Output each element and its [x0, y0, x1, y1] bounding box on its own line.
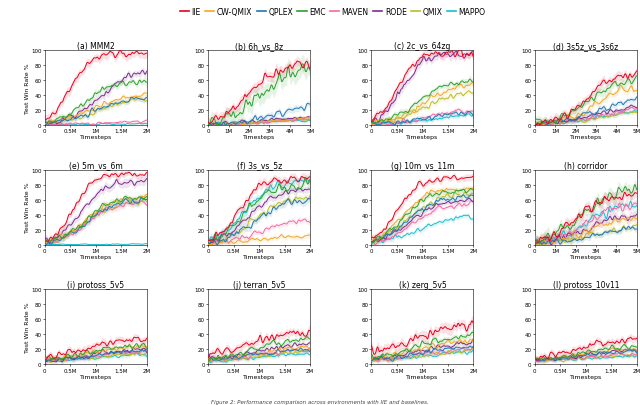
X-axis label: Timesteps: Timesteps: [243, 135, 275, 140]
X-axis label: Timesteps: Timesteps: [570, 135, 602, 140]
X-axis label: Timesteps: Timesteps: [570, 374, 602, 379]
Title: (l) protoss_10v11: (l) protoss_10v11: [552, 281, 619, 290]
Title: (i) protoss_5v5: (i) protoss_5v5: [67, 281, 124, 290]
X-axis label: Timesteps: Timesteps: [80, 135, 112, 140]
X-axis label: Timesteps: Timesteps: [243, 374, 275, 379]
Title: (f) 3s_vs_5z: (f) 3s_vs_5z: [237, 161, 282, 170]
Y-axis label: Test Win Rate %: Test Win Rate %: [25, 182, 29, 233]
Y-axis label: Test Win Rate %: Test Win Rate %: [25, 63, 29, 113]
X-axis label: Timesteps: Timesteps: [406, 135, 438, 140]
Title: (d) 3s5z_vs_3s6z: (d) 3s5z_vs_3s6z: [553, 42, 618, 51]
X-axis label: Timesteps: Timesteps: [80, 374, 112, 379]
X-axis label: Timesteps: Timesteps: [243, 254, 275, 260]
X-axis label: Timesteps: Timesteps: [406, 254, 438, 260]
Title: (k) zerg_5v5: (k) zerg_5v5: [399, 281, 446, 290]
Title: (c) 2c_vs_64zg: (c) 2c_vs_64zg: [394, 42, 451, 51]
X-axis label: Timesteps: Timesteps: [80, 254, 112, 260]
Title: (b) 6h_vs_8z: (b) 6h_vs_8z: [235, 42, 284, 51]
Legend: IIE, CW-QMIX, QPLEX, EMC, MAVEN, RODE, QMIX, MAPPO: IIE, CW-QMIX, QPLEX, EMC, MAVEN, RODE, Q…: [177, 4, 489, 20]
X-axis label: Timesteps: Timesteps: [570, 254, 602, 260]
X-axis label: Timesteps: Timesteps: [406, 374, 438, 379]
Title: (a) MMM2: (a) MMM2: [77, 42, 115, 51]
Y-axis label: Test Win Rate %: Test Win Rate %: [25, 302, 29, 352]
Title: (e) 5m_vs_6m: (e) 5m_vs_6m: [69, 161, 123, 170]
Title: (g) 10m_vs_11m: (g) 10m_vs_11m: [391, 161, 454, 170]
Title: (h) corridor: (h) corridor: [564, 161, 607, 170]
Title: (j) terran_5v5: (j) terran_5v5: [233, 281, 285, 290]
Text: Figure 2: Performance comparison across environments with IIE and baselines.: Figure 2: Performance comparison across …: [211, 399, 429, 404]
